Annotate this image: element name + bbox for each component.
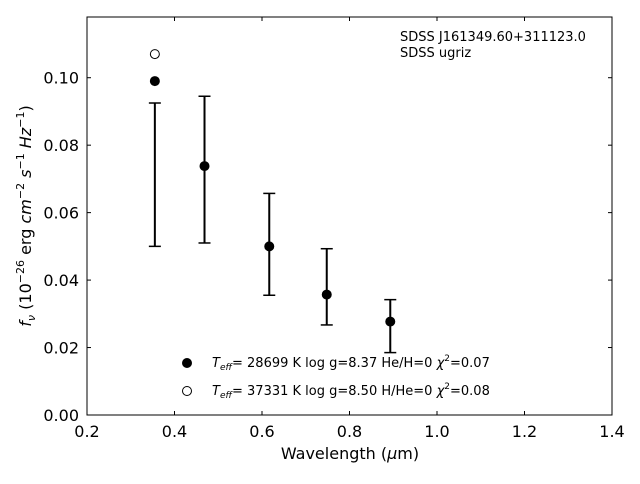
x-tick-label: 0.8 — [337, 422, 362, 441]
y-tick-label: 0.00 — [43, 406, 79, 425]
y-tick-label: 0.08 — [43, 136, 79, 155]
model-point-filled — [199, 161, 210, 172]
annotation-filter-set: SDSS ugriz — [400, 46, 471, 61]
x-tick-label: 0.6 — [249, 422, 274, 441]
model-point-filled — [264, 241, 275, 252]
x-tick-label: 0.4 — [162, 422, 187, 441]
y-axis-ticks: 0.00 0.02 0.04 0.06 0.08 0.10 — [43, 69, 612, 425]
model-point-filled — [385, 316, 396, 327]
x-tick-label: 1.0 — [424, 422, 449, 441]
y-axis-label: fν (10−26 erg cm−2 s−1 Hz−1) — [14, 105, 38, 326]
annotation-object-name: SDSS J161349.60+311123.0 — [400, 30, 586, 45]
x-tick-label: 1.4 — [599, 422, 624, 441]
y-tick-label: 0.02 — [43, 339, 79, 358]
legend-marker-filled — [182, 358, 192, 368]
model-point-filled — [321, 289, 332, 300]
legend-entry-2: Teff= 37331 K log g=8.50 H/He=0 χ2=0.08 — [212, 382, 490, 401]
legend-entry-1: Teff= 28699 K log g=8.37 He/H=0 χ2=0.07 — [212, 354, 490, 373]
model-point-open — [149, 49, 160, 60]
y-tick-label: 0.10 — [43, 69, 79, 88]
model-point-filled — [149, 76, 160, 87]
y-tick-label: 0.04 — [43, 271, 79, 290]
x-axis-ticks: 0.2 0.4 0.6 0.8 1.0 1.2 1.4 — [74, 17, 625, 441]
legend-marker-open — [182, 386, 192, 396]
data-points — [149, 49, 396, 327]
x-axis-label: Wavelength (μm) — [281, 444, 419, 463]
x-tick-label: 1.2 — [512, 422, 537, 441]
legend: Teff= 28699 K log g=8.37 He/H=0 χ2=0.07 … — [182, 354, 490, 401]
error-bars — [148, 95, 397, 354]
x-tick-label: 0.2 — [74, 422, 99, 441]
y-tick-label: 0.06 — [43, 204, 79, 223]
